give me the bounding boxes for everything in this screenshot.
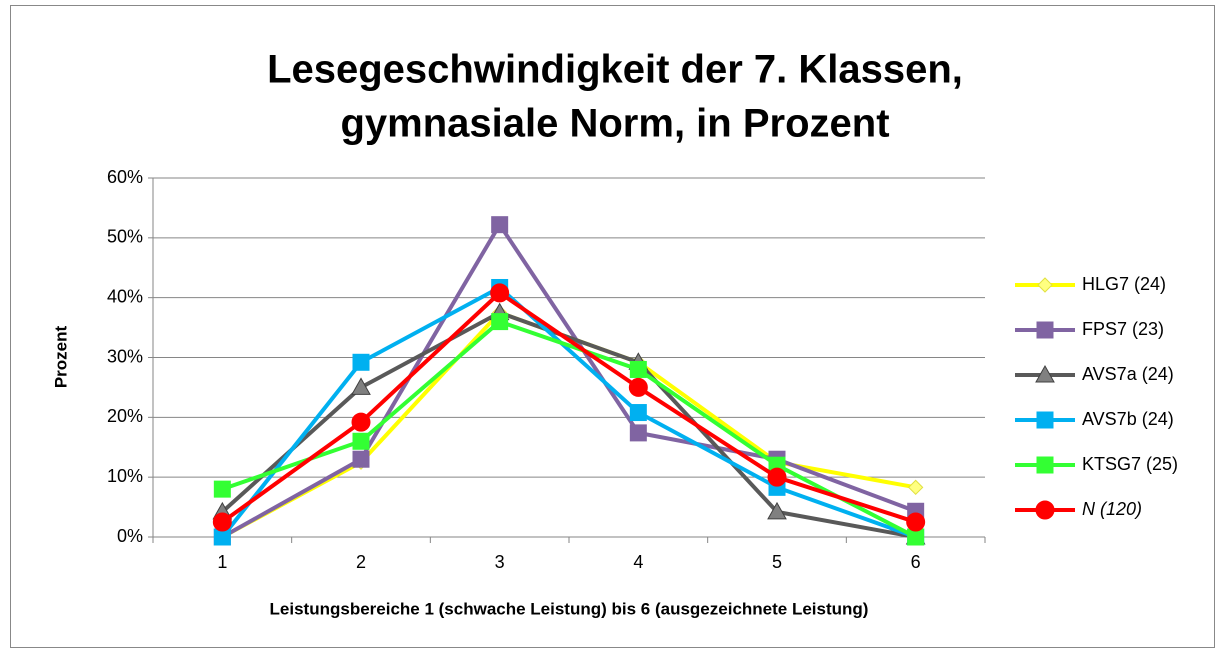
legend-marker <box>1036 321 1054 339</box>
data-point <box>628 377 648 397</box>
legend-label: HLG7 (24) <box>1082 274 1166 294</box>
y-axis-title: Prozent <box>51 325 70 388</box>
legend-label: KTSG7 (25) <box>1082 454 1178 474</box>
data-point <box>351 412 371 432</box>
x-tick-label: 6 <box>911 552 921 572</box>
x-axis-title: Leistungsbereiche 1 (schwache Leistung) … <box>270 599 869 618</box>
chart-border <box>10 5 1215 648</box>
y-tick-label: 10% <box>107 466 143 486</box>
chart-title: gymnasiale Norm, in Prozent <box>340 102 889 146</box>
legend-marker <box>1036 411 1054 429</box>
legend-marker <box>1036 456 1054 474</box>
data-point <box>352 450 370 468</box>
series-line <box>221 319 917 539</box>
x-tick-label: 5 <box>772 552 782 572</box>
data-point <box>213 480 231 498</box>
y-tick-label: 40% <box>107 286 143 306</box>
y-tick-label: 60% <box>107 167 143 187</box>
data-point <box>352 432 370 450</box>
x-tick-label: 1 <box>217 552 227 572</box>
y-tick-label: 0% <box>117 526 143 546</box>
x-tick-label: 4 <box>633 552 643 572</box>
data-point <box>352 353 370 371</box>
y-tick-label: 50% <box>107 227 143 247</box>
legend-marker <box>1035 500 1055 520</box>
legend-marker <box>1037 277 1053 293</box>
y-tick-label: 30% <box>107 346 143 366</box>
x-tick-label: 3 <box>495 552 505 572</box>
data-point <box>212 512 232 532</box>
data-point <box>629 424 647 442</box>
data-point <box>767 467 787 487</box>
series-line <box>220 285 917 539</box>
series-line <box>221 290 917 524</box>
x-tick-label: 2 <box>356 552 366 572</box>
data-point <box>906 512 926 532</box>
data-point <box>491 313 509 331</box>
data-point <box>490 283 510 303</box>
legend-label: AVS7b (24) <box>1082 409 1174 429</box>
data-point <box>629 404 647 422</box>
legend-label: AVS7a (24) <box>1082 364 1174 384</box>
data-point <box>491 216 509 234</box>
data-point <box>351 377 371 395</box>
series-line <box>221 222 917 539</box>
legend-label: N (120) <box>1082 499 1142 519</box>
legend-label: FPS7 (23) <box>1082 319 1164 339</box>
y-tick-label: 20% <box>107 406 143 426</box>
chart-title: Lesegeschwindigkeit der 7. Klassen, <box>267 48 963 92</box>
series-line <box>220 310 917 539</box>
data-point <box>767 501 787 520</box>
data-point <box>629 360 647 378</box>
legend-marker <box>1035 364 1055 383</box>
data-point <box>907 479 924 496</box>
